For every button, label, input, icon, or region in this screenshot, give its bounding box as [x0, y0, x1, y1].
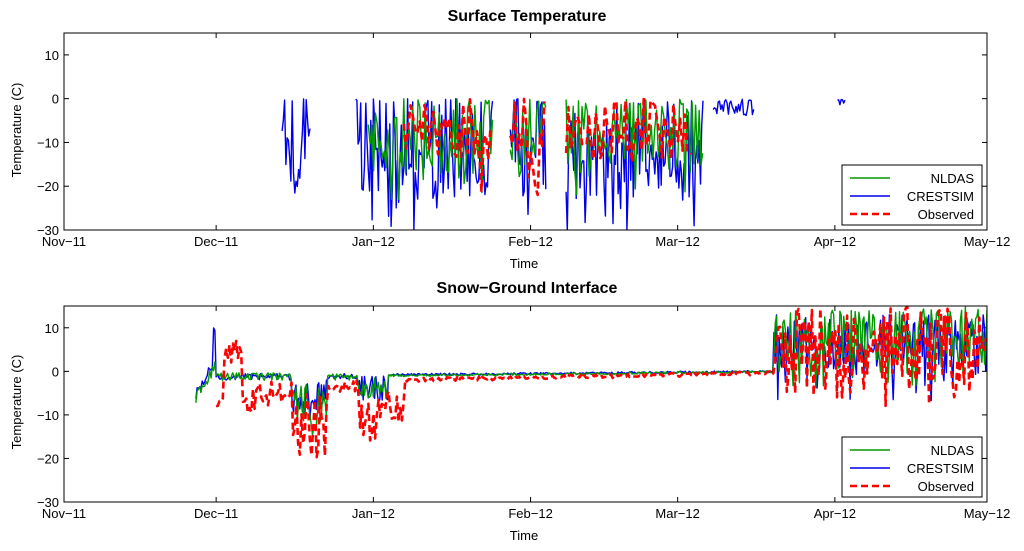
surface-y-tick-label: −20 — [37, 179, 59, 194]
surface-series — [281, 97, 846, 230]
surface-plot-frame — [63, 32, 988, 231]
snow-ground-x-tick-labels: Nov−11 Dec−11 Jan−12 Feb−12 Mar−12 Apr−12 May−… — [42, 506, 1010, 521]
snow-ground-x-tick-label: Dec−11 — [194, 506, 238, 521]
surface-x-tick-label: Nov−11 — [42, 234, 86, 249]
snow-ground-x-tick-label: Mar−12 — [655, 506, 699, 521]
surface-x-tick-label: Mar−12 — [655, 234, 699, 249]
snow-ground-x-tick-label: Jan−12 — [352, 506, 395, 521]
legend-label-nldas: NLDAS — [931, 171, 975, 186]
surface-x-tick-label: Dec−11 — [194, 234, 238, 249]
snow-ground-x-tick-label: Feb−12 — [508, 506, 552, 521]
snow-ground-panel: Snow−Ground Interface Time Temperature (… — [9, 280, 1010, 543]
snow-ground-y-tick-label: 0 — [52, 364, 59, 379]
snow-ground-chart-title: Snow−Ground Interface — [437, 280, 618, 297]
surface-legend: NLDAS CRESTSIM Observed — [841, 164, 983, 226]
snow-ground-y-tick-labels: −30 −20 −10 0 10 — [37, 321, 59, 510]
series-line-nldas — [195, 306, 987, 436]
surface-y-tick-label: 0 — [52, 92, 59, 107]
surface-y-tick-label: −30 — [37, 223, 59, 238]
surface-x-tick-labels: Nov−11 Dec−11 Jan−12 Feb−12 Mar−12 Apr−12 May−… — [42, 234, 1010, 249]
snow-ground-x-tick-label: May−12 — [964, 506, 1011, 521]
snow-ground-plot-frame — [63, 305, 988, 503]
snow-ground-y-tick-label: −30 — [37, 495, 59, 510]
legend-label-observed: Observed — [918, 207, 974, 222]
surface-x-tick-label: Feb−12 — [508, 234, 552, 249]
series-line-observed — [216, 306, 987, 459]
surface-temperature-panel: Surface Temperature Time Temperature (C)… — [9, 8, 1010, 271]
snow-ground-x-tick-label: Apr−12 — [814, 506, 856, 521]
legend-label-observed: Observed — [918, 479, 974, 494]
surface-x-tick-label: Apr−12 — [814, 234, 856, 249]
surface-y-tick-label: 10 — [45, 48, 59, 63]
series-line-crestsim — [281, 98, 846, 230]
surface-x-tick-label: May−12 — [964, 234, 1011, 249]
legend-label-crestsim: CRESTSIM — [907, 189, 974, 204]
snow-ground-series — [195, 306, 987, 459]
snow-ground-x-tick-label: Nov−11 — [42, 506, 86, 521]
snow-ground-y-tick-label: −10 — [37, 408, 59, 423]
snow-ground-y-tick-label: 10 — [45, 321, 59, 336]
surface-chart-title: Surface Temperature — [448, 8, 607, 25]
snow-ground-y-tick-label: −20 — [37, 451, 59, 466]
surface-x-tick-label: Jan−12 — [352, 234, 395, 249]
surface-y-tick-label: −10 — [37, 135, 59, 150]
snow-ground-y-axis-label: Temperature (C) — [9, 355, 24, 450]
snow-ground-x-axis-label: Time — [510, 528, 538, 543]
snow-ground-legend: NLDAS CRESTSIM Observed — [841, 436, 983, 498]
surface-x-axis-label: Time — [510, 256, 538, 271]
legend-label-crestsim: CRESTSIM — [907, 461, 974, 476]
series-line-observed — [402, 97, 693, 197]
legend-label-nldas: NLDAS — [931, 443, 975, 458]
surface-y-axis-label: Temperature (C) — [9, 83, 24, 178]
surface-y-tick-labels: −30 −20 −10 0 10 — [37, 48, 59, 238]
